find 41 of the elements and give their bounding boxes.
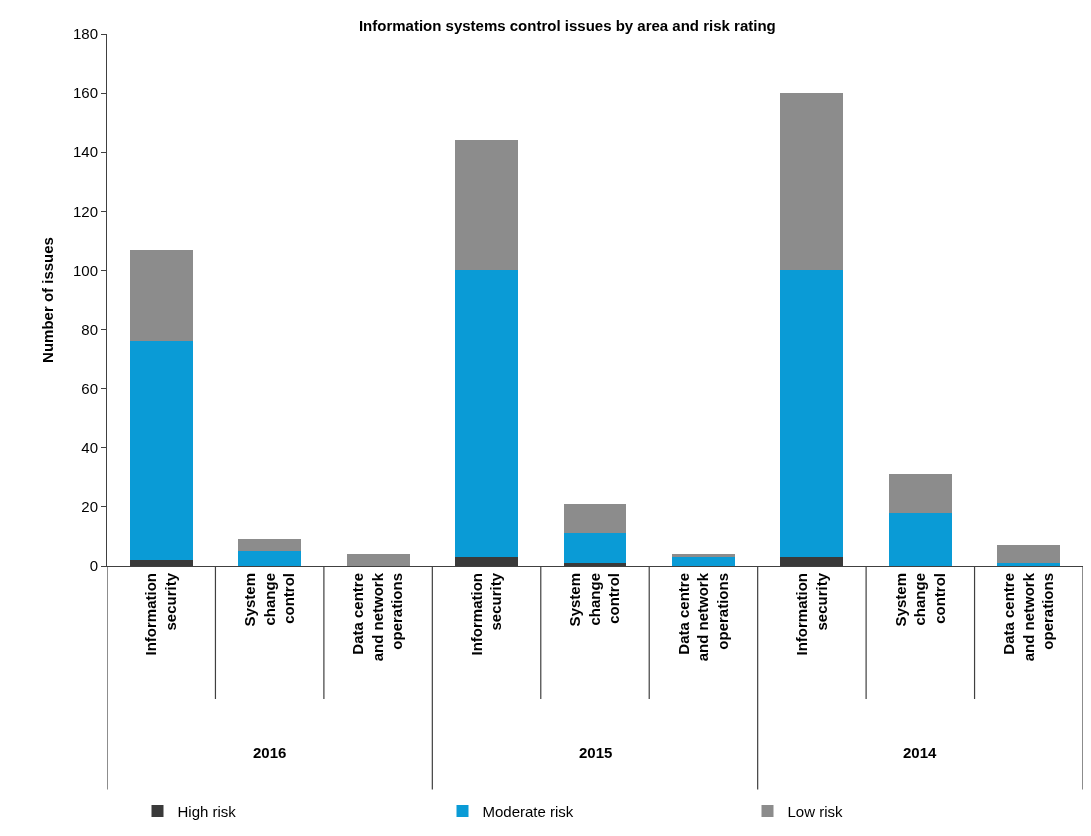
y-tick-label: 160 [72, 84, 98, 102]
bar [780, 93, 844, 271]
bar [780, 270, 844, 558]
y-axis-title: Number of issues [39, 237, 57, 363]
y-tick-label: 80 [81, 320, 98, 338]
text: 2014 [903, 744, 938, 761]
bar [346, 554, 410, 566]
y-tick-label: 140 [72, 143, 98, 161]
bar [455, 140, 518, 271]
x-tick-label: Information security [142, 572, 179, 656]
x-tick-label: System change control [891, 573, 948, 627]
bar [238, 551, 302, 566]
text: 2015 [579, 744, 613, 761]
chart-title: Information systems control issues by area and risk rating [358, 17, 776, 35]
legend-label: Low risk [787, 802, 844, 820]
bar [888, 512, 952, 566]
bar [129, 341, 193, 561]
bar [563, 503, 627, 534]
bar [129, 249, 193, 342]
legend-label: High risk [177, 802, 237, 820]
x-tick-label: Information security [467, 572, 505, 656]
bar [888, 474, 952, 513]
bar [563, 533, 627, 564]
y-tick-label: 20 [81, 498, 98, 516]
y-tick-label: 40 [81, 439, 98, 457]
bar [672, 554, 735, 558]
x-tick-label: System change control [241, 573, 298, 627]
legend-label: Moderate risk [482, 802, 574, 820]
bar [997, 545, 1061, 564]
bar [997, 563, 1061, 566]
bar [455, 270, 518, 558]
bar [672, 557, 735, 566]
text: 2016 [253, 744, 287, 761]
y-tick-label: 60 [81, 379, 98, 397]
y-tick-label: 180 [72, 25, 98, 43]
x-tick-label: System change control [566, 573, 623, 627]
y-tick-label: 0 [89, 557, 98, 575]
bar [238, 539, 302, 552]
y-tick-label: 120 [72, 202, 98, 220]
x-tick-label: Information security [793, 572, 830, 656]
y-tick-label: 100 [72, 261, 98, 279]
